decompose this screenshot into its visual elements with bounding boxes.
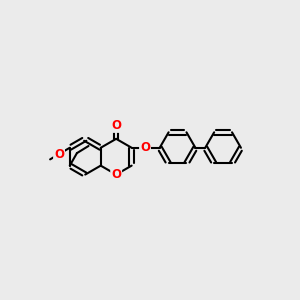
Text: O: O (54, 148, 64, 160)
Text: O: O (140, 141, 150, 154)
Text: O: O (111, 168, 121, 181)
Text: methoxy: methoxy (47, 161, 54, 162)
Text: O: O (111, 119, 121, 132)
